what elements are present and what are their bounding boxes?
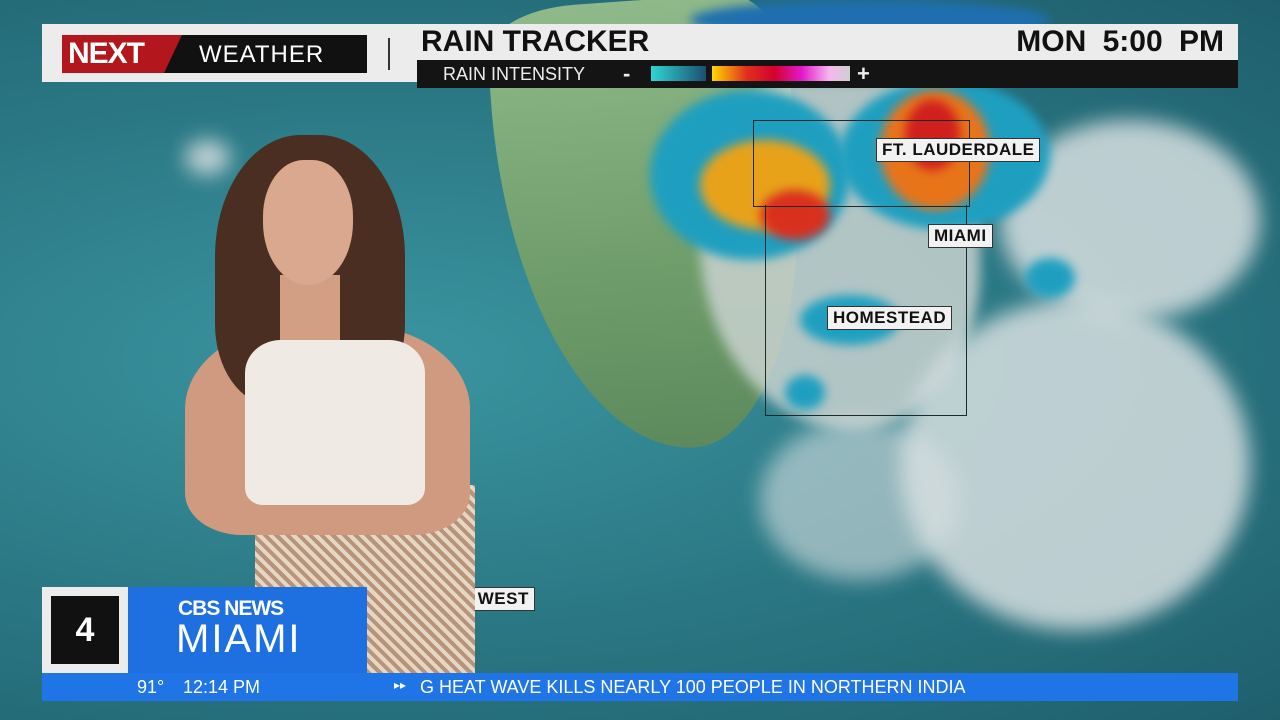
brand-panel: NEXT WEATHER: [42, 24, 417, 82]
cloud: [900, 300, 1250, 630]
station-city: MIAMI: [176, 617, 302, 661]
current-time: 12:14 PM: [183, 677, 261, 697]
county-border: [765, 205, 967, 416]
weather-header: NEXT WEATHER RAIN TRACKER MON 5:00 PM RA…: [42, 24, 1238, 88]
rain-cell: [760, 190, 830, 240]
legend-label: RAIN INTENSITY: [443, 64, 586, 84]
ticker-arrows-icon: ▸▸: [394, 678, 407, 692]
legend-light-rain-scale: [651, 66, 706, 81]
next-weather-logo: NEXT WEATHER: [62, 35, 367, 73]
temperature: 91°: [137, 677, 165, 697]
station-bug: 4 CBS NEWS MIAMI: [42, 587, 367, 673]
page-title: RAIN TRACKER: [421, 25, 650, 58]
county-border: [753, 120, 970, 207]
ticker-headline: G HEAT WAVE KILLS NEARLY 100 PEOPLE IN N…: [420, 677, 966, 697]
presenter-neck: [280, 275, 340, 345]
news-ticker: 91° 12:14 PM ▸▸ G HEAT WAVE KILLS NEARLY…: [42, 673, 1238, 701]
title-panel: RAIN TRACKER MON 5:00 PM: [417, 24, 1238, 60]
divider: [388, 38, 390, 70]
cbs4-logo: 4: [51, 596, 119, 664]
cloud: [760, 420, 960, 580]
white-top: [245, 340, 425, 505]
city-label-miami: MIAMI: [928, 224, 993, 248]
rain-cell: [785, 375, 825, 410]
cloud: [185, 140, 230, 175]
minus-icon: -: [623, 61, 631, 86]
forecast-time: MON 5:00 PM: [1016, 25, 1224, 58]
rain-cell: [1025, 258, 1075, 298]
city-label-homestead: HOMESTEAD: [827, 306, 953, 330]
plus-icon: +: [857, 61, 870, 86]
network-name: CBS NEWS: [178, 597, 284, 620]
city-label-ft-lauderdale: FT. LAUDERDALE: [876, 138, 1041, 162]
presenter-face: [263, 160, 353, 285]
legend-heavy-rain-scale: [712, 66, 850, 81]
rain-intensity-legend: RAIN INTENSITY - +: [417, 60, 1238, 88]
